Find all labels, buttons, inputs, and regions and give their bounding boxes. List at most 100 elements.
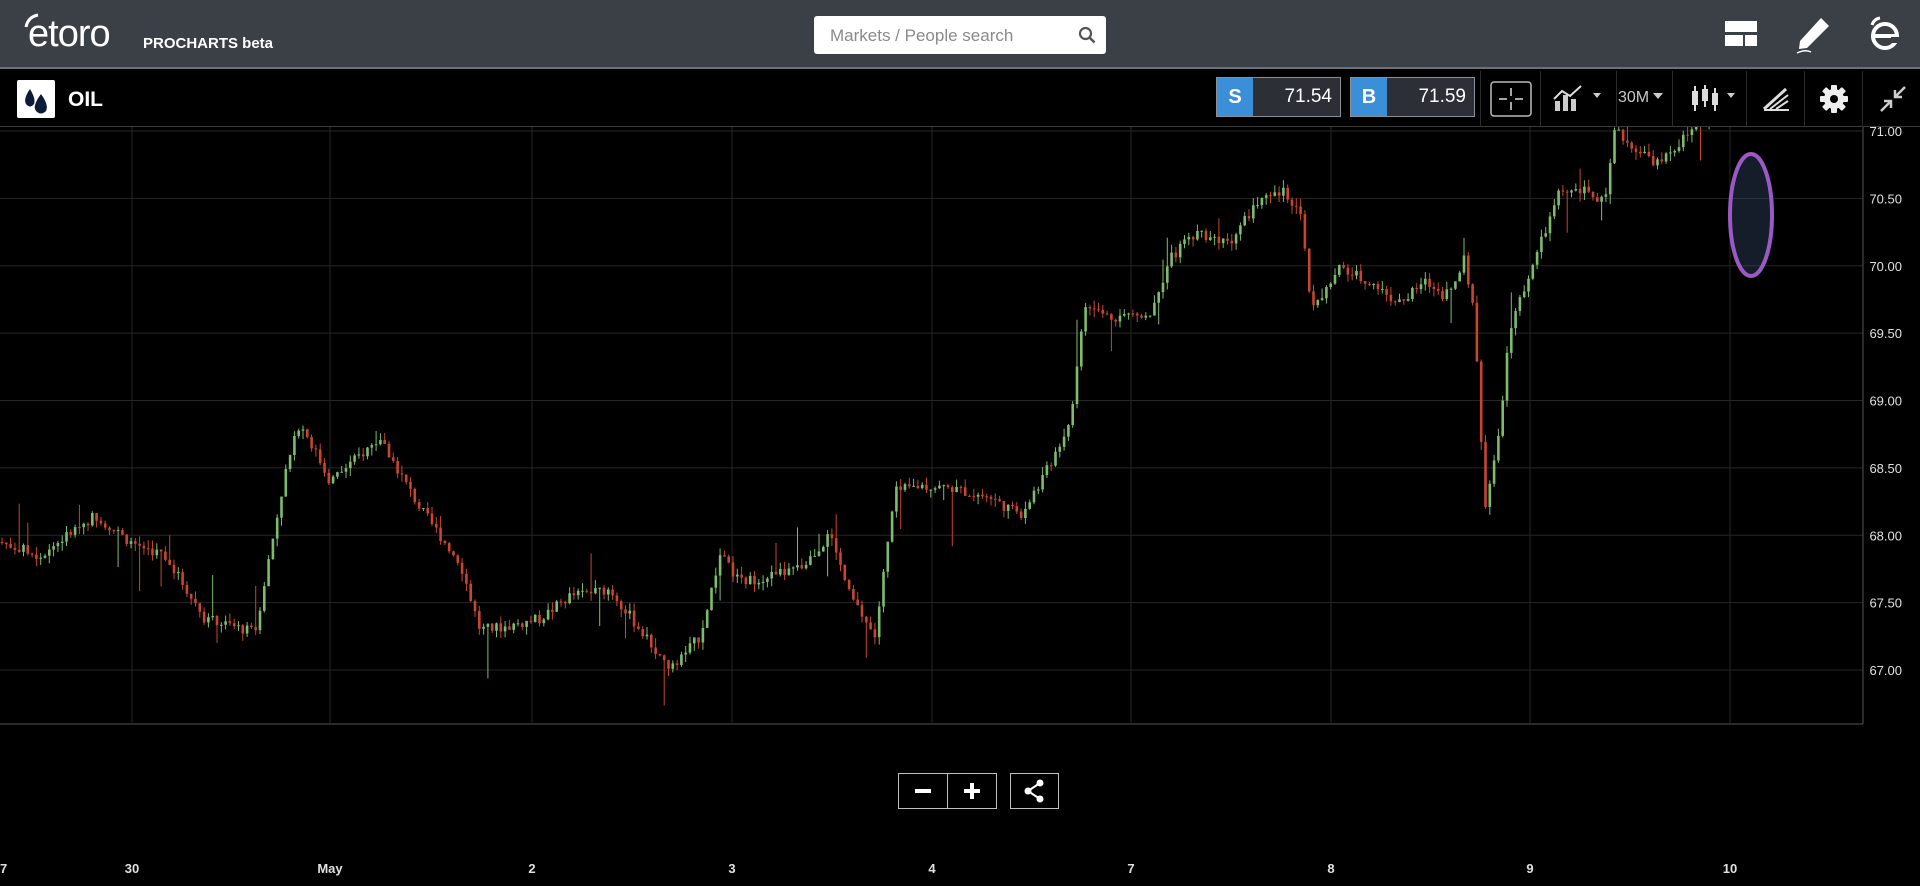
candle-body [637,626,640,630]
candle-body [121,530,124,535]
candle-body [1454,281,1457,289]
candle-body [1346,267,1350,275]
candle-body [73,527,77,535]
etoro-logo[interactable]: etoro [28,13,111,55]
candle-body [1075,366,1079,405]
candle-body [168,559,171,565]
candle-body [1019,511,1023,519]
pencil-icon[interactable] [1793,15,1833,55]
candle-body [1135,313,1139,316]
instrument-name: OIL [68,88,103,111]
etoro-e-icon[interactable] [1866,15,1904,53]
candle-body [422,508,425,510]
candle-body [224,621,227,625]
candle-body [1355,270,1358,276]
candle-body [572,593,576,596]
candle-body [624,609,627,614]
candle-body [1183,239,1186,244]
candle-body [1221,238,1225,244]
candle-body [447,543,451,552]
candle-body [263,586,266,611]
candle-body [1002,501,1006,511]
candle-body [473,600,477,612]
crosshair-tool[interactable] [1480,71,1540,127]
crosshair-icon [1490,81,1532,117]
candle-body [800,565,804,569]
sell-button[interactable]: S 71.54 [1216,77,1341,117]
candle-body [1273,192,1277,196]
candle-body [826,534,829,547]
zoom-in-button[interactable] [947,773,997,809]
candle-body [1067,425,1070,437]
settings-button[interactable] [1804,71,1862,127]
share-button[interactable] [1010,773,1059,809]
candle-body [1196,230,1199,240]
indicators-icon [1553,85,1601,111]
candle-body [895,486,898,512]
candle-body [108,527,111,531]
candle-body [951,487,954,493]
zoom-out-button[interactable] [898,773,948,809]
candle-body [568,593,571,604]
chart-type-selector[interactable] [1672,71,1746,127]
candle-body [13,547,17,550]
candle-body [1307,248,1311,292]
search-icon[interactable] [1078,26,1096,44]
candlestick-icon [1692,85,1735,111]
candle-body [705,610,709,628]
y-tick-label: 67.50 [1869,596,1902,611]
candle-body [1514,310,1517,329]
candle-body [869,622,872,630]
search-input[interactable] [828,16,1072,56]
candle-body [1286,187,1289,200]
x-tick-label: 7 [1127,861,1134,876]
candle-body [275,517,279,539]
x-tick-label: 7 [0,861,7,876]
timeframe-selector[interactable]: 30M [1616,71,1672,127]
candle-body [1621,129,1625,141]
chevron-down-icon [1653,93,1663,99]
candle-body [383,440,386,444]
candle-body [439,527,442,541]
candle-body [830,534,834,539]
candle-body [194,598,197,604]
candle-body [512,623,515,630]
candle-body [26,544,30,554]
drawing-tools[interactable] [1746,71,1804,127]
candle-body [353,455,356,462]
candle-body [933,488,937,490]
candle-body [1204,230,1208,240]
candle-body [645,634,649,637]
layout-icon[interactable] [1723,15,1759,51]
candle-body [1333,274,1337,284]
candle-body [146,548,150,550]
candle-body [237,625,240,627]
x-tick-label: 8 [1327,861,1334,876]
search-box[interactable] [814,16,1106,56]
indicators-tool[interactable] [1540,71,1616,127]
candle-body [1690,129,1694,136]
buy-button[interactable]: B 71.59 [1350,77,1475,117]
candle-body [1561,190,1565,192]
candle-body [1591,191,1595,198]
logo-horn-icon [24,13,39,28]
candle-body [409,481,412,489]
x-tick-label: 9 [1526,861,1533,876]
candle-body [1144,315,1148,318]
collapse-button[interactable] [1862,71,1920,127]
candle-body [1088,307,1092,309]
candle-body [1213,236,1216,238]
candle-body [1178,243,1182,258]
candle-body [1148,315,1152,317]
candle-body [1372,283,1375,285]
candle-body [198,603,202,612]
candle-body [250,625,253,628]
candle-body [220,624,223,626]
candle-body [327,472,331,484]
candle-body [959,486,963,488]
candle-body [1398,299,1401,303]
candle-body [998,499,1001,502]
candle-body [1071,404,1074,426]
